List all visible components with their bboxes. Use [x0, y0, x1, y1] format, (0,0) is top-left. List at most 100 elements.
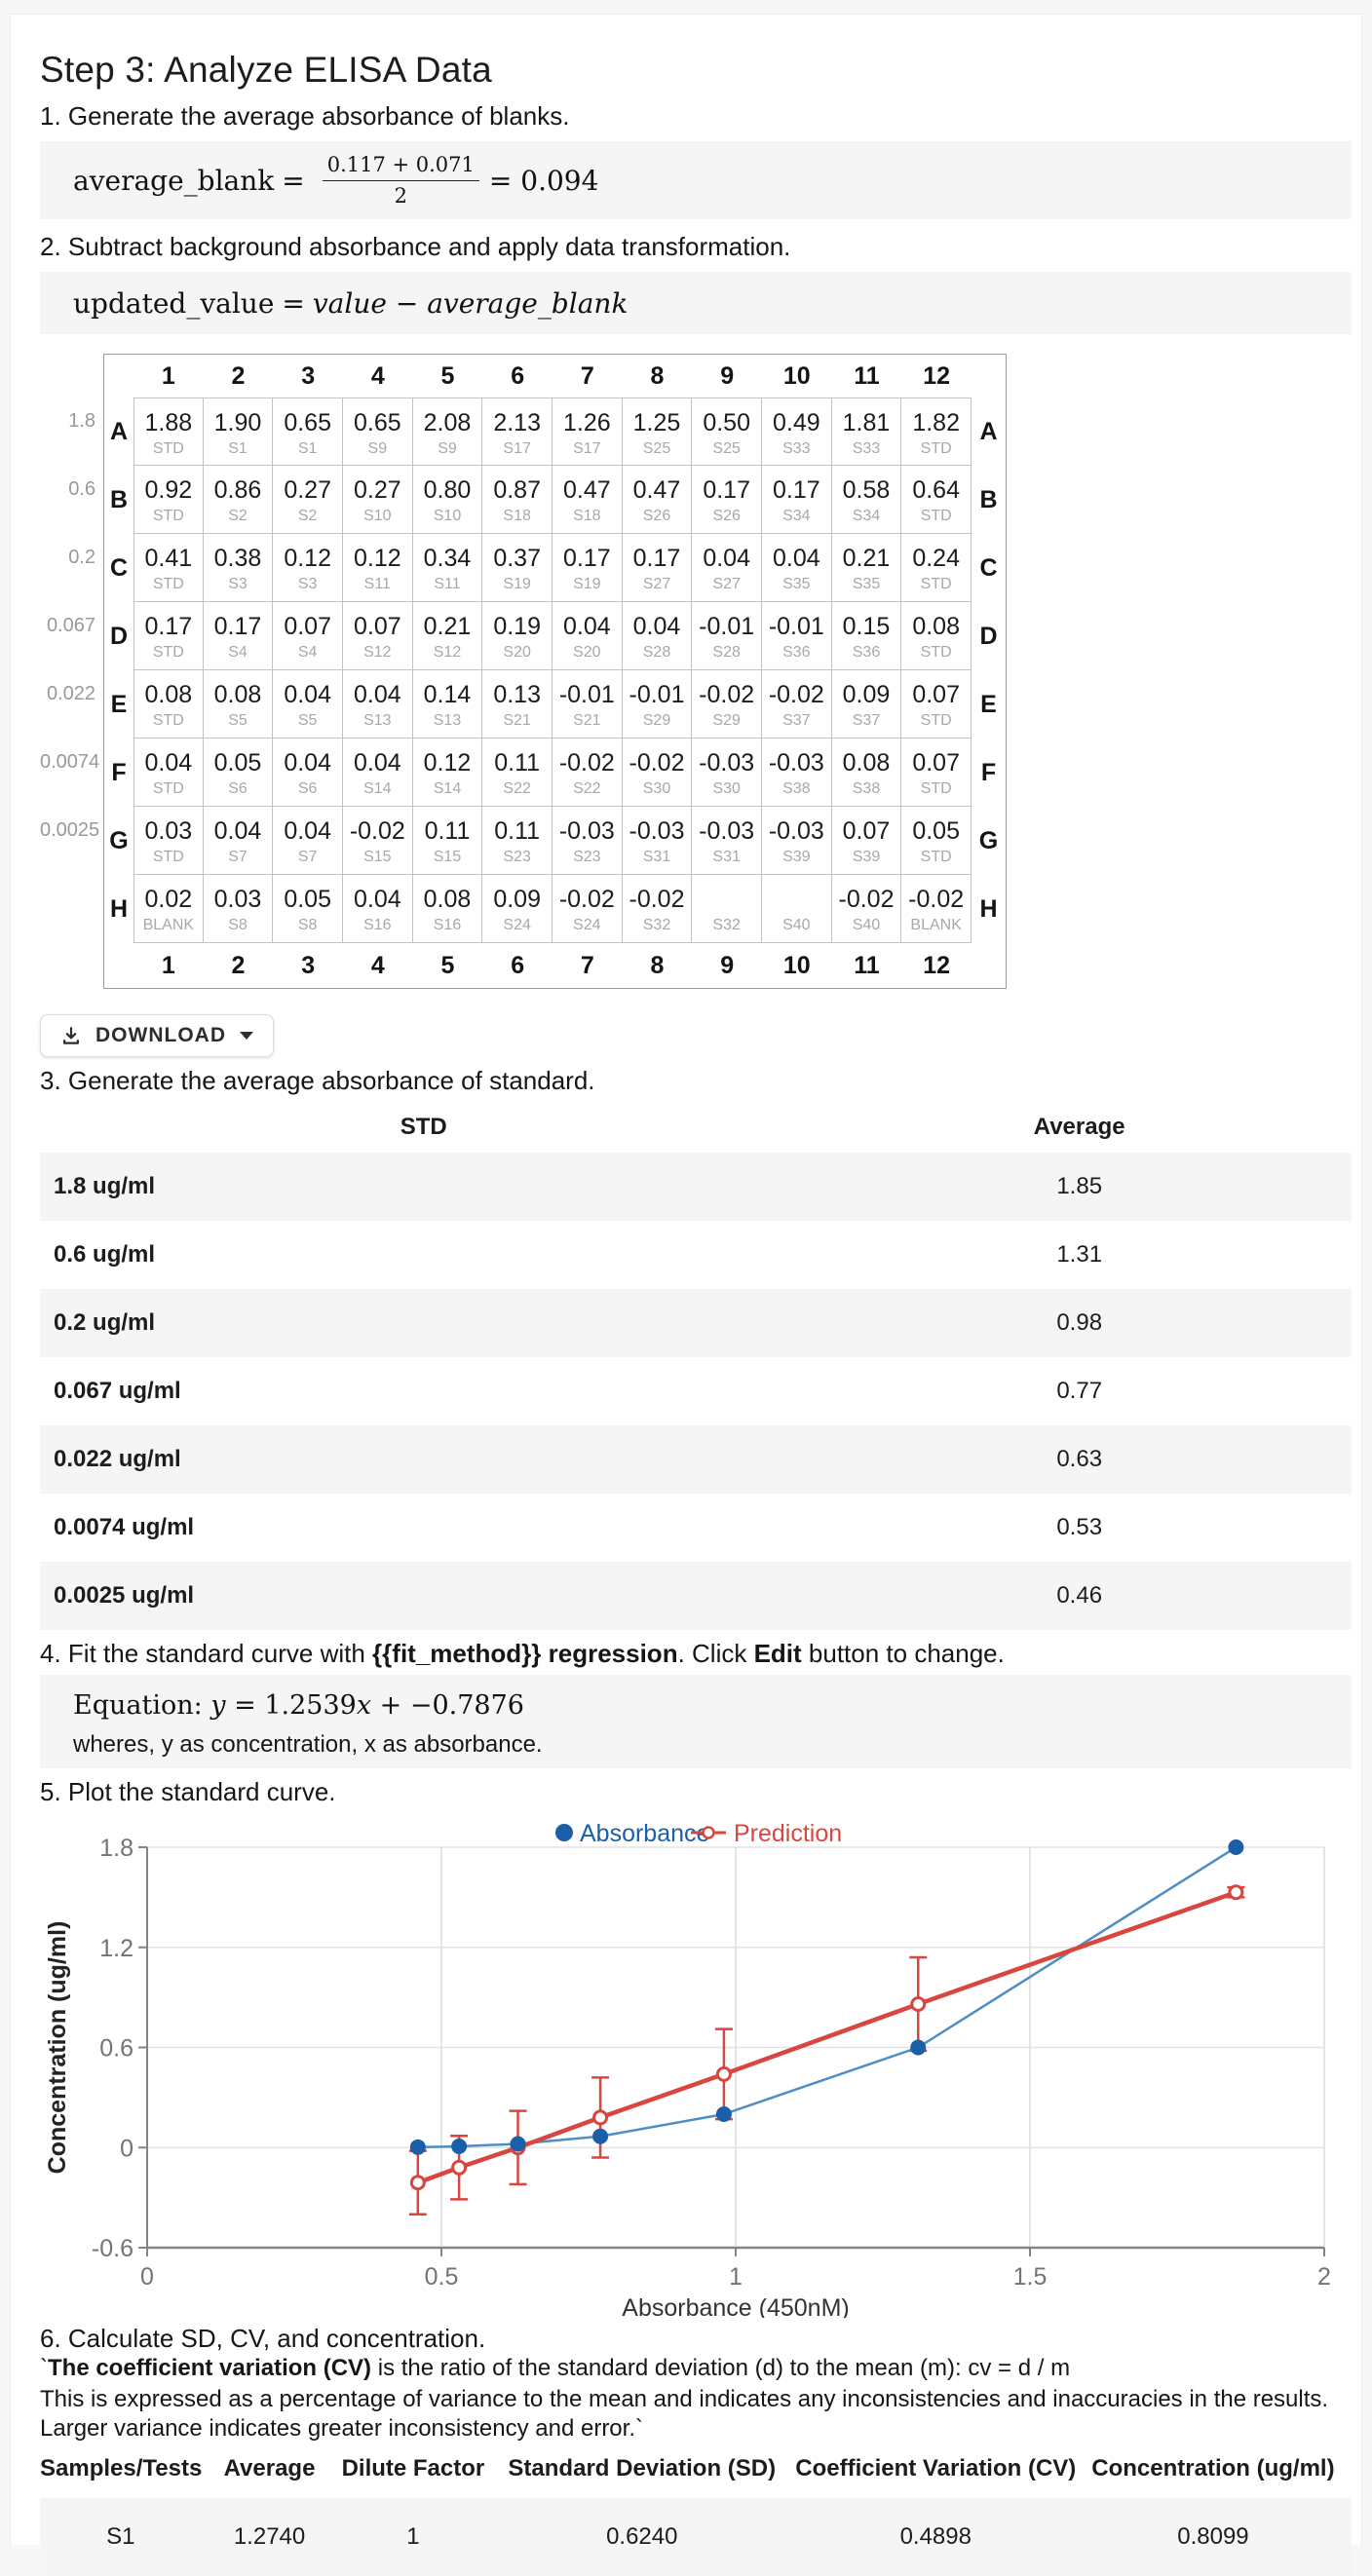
equals-sign: = — [282, 165, 304, 197]
well-label: S38 — [832, 780, 901, 797]
plate-col-header: 2 — [204, 362, 274, 391]
well-value: 0.17 — [623, 546, 692, 571]
prediction-point — [1230, 1886, 1242, 1899]
well-label: S25 — [623, 440, 692, 457]
plate-row-letter: B — [972, 486, 1006, 514]
well-label: S21 — [482, 712, 552, 729]
y-tick-label: 1.2 — [99, 1935, 133, 1962]
plate-concentration-label: 0.0025 — [40, 808, 95, 876]
well-label: S4 — [273, 644, 342, 661]
well-label: S30 — [623, 780, 692, 797]
plate-row-letter: G — [972, 827, 1006, 855]
step-1-text: 1. Generate the average absorbance of bl… — [40, 100, 1352, 132]
step-4-text: 4. Fit the standard curve with {{fit_met… — [40, 1638, 1352, 1669]
well-value: 0.09 — [482, 887, 552, 912]
well-label: S4 — [204, 644, 273, 661]
equals-sign: = — [282, 287, 304, 320]
plate-col-header: 10 — [762, 362, 832, 391]
well-value: 0.15 — [832, 614, 901, 639]
legend-absorbance-label: Absorbance — [580, 1820, 709, 1847]
plate-row-letter: H — [972, 895, 1006, 924]
well-value — [762, 887, 831, 912]
plate-col-header: 2 — [204, 952, 274, 980]
download-button[interactable]: DOWNLOAD — [40, 1014, 274, 1057]
well-label: S21 — [553, 712, 622, 729]
well-label: S19 — [553, 576, 622, 592]
well-label: S27 — [692, 576, 761, 592]
well-label: S26 — [692, 508, 761, 524]
absorbance-point — [1228, 1839, 1243, 1855]
well-label: S32 — [623, 917, 692, 933]
well-label: S22 — [482, 780, 552, 797]
well-cell: 0.11 S22 — [482, 739, 553, 807]
well-cell: 0.17 S27 — [623, 534, 693, 602]
well-label: S9 — [343, 440, 412, 457]
well-value: 0.24 — [901, 546, 971, 571]
well-value: 0.11 — [482, 750, 552, 776]
well-label: S35 — [762, 576, 831, 592]
well-value: 0.04 — [273, 750, 342, 776]
std-average-value: 0.98 — [807, 1309, 1352, 1337]
prediction-point — [594, 2111, 607, 2124]
well-value: -0.02 — [553, 750, 622, 776]
well-label: S23 — [553, 849, 622, 865]
plate-row-letter: F — [104, 759, 133, 787]
plate-col-header: 7 — [553, 362, 623, 391]
well-cell: S32 — [692, 875, 762, 943]
well-label: S6 — [273, 780, 342, 797]
well-label: STD — [134, 644, 203, 661]
plate-col-header: 1 — [133, 362, 204, 391]
well-label: S23 — [482, 849, 552, 865]
well-value: 0.21 — [413, 614, 482, 639]
well-label: STD — [134, 780, 203, 797]
well-label: S8 — [273, 917, 342, 933]
well-value: 1.81 — [832, 410, 901, 436]
well-value: 0.11 — [413, 818, 482, 844]
well-label: S27 — [623, 576, 692, 592]
well-label: S17 — [553, 440, 622, 457]
plate-col-header: 10 — [762, 952, 832, 980]
plate-concentration-label — [40, 876, 95, 944]
prediction-point — [411, 2177, 424, 2189]
fit-method-bold: {{fit_method}} regression — [372, 1639, 678, 1668]
equation-note: wheres, y as concentration, x as absorba… — [73, 1731, 1318, 1759]
well-value: 0.17 — [204, 614, 273, 639]
well-value: 0.92 — [134, 477, 203, 503]
plate-col-header: 8 — [623, 362, 693, 391]
well-value: 0.07 — [273, 614, 342, 639]
well-label: S24 — [553, 917, 622, 933]
y-axis-title: Concentration (ug/ml) — [44, 1921, 71, 2175]
well-value: 0.04 — [623, 614, 692, 639]
well-label: S30 — [692, 780, 761, 797]
step-6-text: 6. Calculate SD, CV, and concentration. — [40, 2323, 1352, 2354]
